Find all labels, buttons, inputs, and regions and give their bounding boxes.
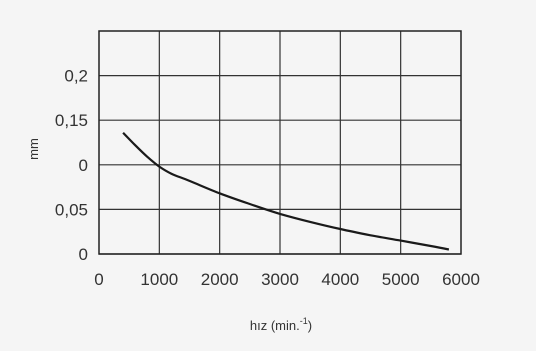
y-axis-label: mm	[26, 138, 41, 160]
x-tick-label: 3000	[261, 270, 299, 289]
x-tick-label: 1000	[140, 270, 178, 289]
x-tick-label: 0	[94, 270, 103, 289]
y-tick-label: 0,2	[64, 67, 88, 86]
x-axis-label: hız (min.-1)	[250, 316, 312, 333]
y-tick-label: 0,05	[55, 200, 88, 219]
x-tick-label: 5000	[382, 270, 420, 289]
data-curve	[122, 131, 450, 251]
y-tick-label: 0	[79, 156, 88, 175]
x-tick-label: 4000	[321, 270, 359, 289]
y-tick-label: 0	[79, 245, 88, 264]
x-tick-label: 2000	[201, 270, 239, 289]
x-tick-label: 6000	[442, 270, 480, 289]
x-tick-labels: 0 1000 2000 3000 4000 5000 6000	[94, 270, 480, 289]
y-tick-labels: 0 0,05 0 0,15 0,2	[55, 67, 88, 264]
plot-frame	[98, 30, 462, 255]
y-tick-label: 0,15	[55, 111, 88, 130]
